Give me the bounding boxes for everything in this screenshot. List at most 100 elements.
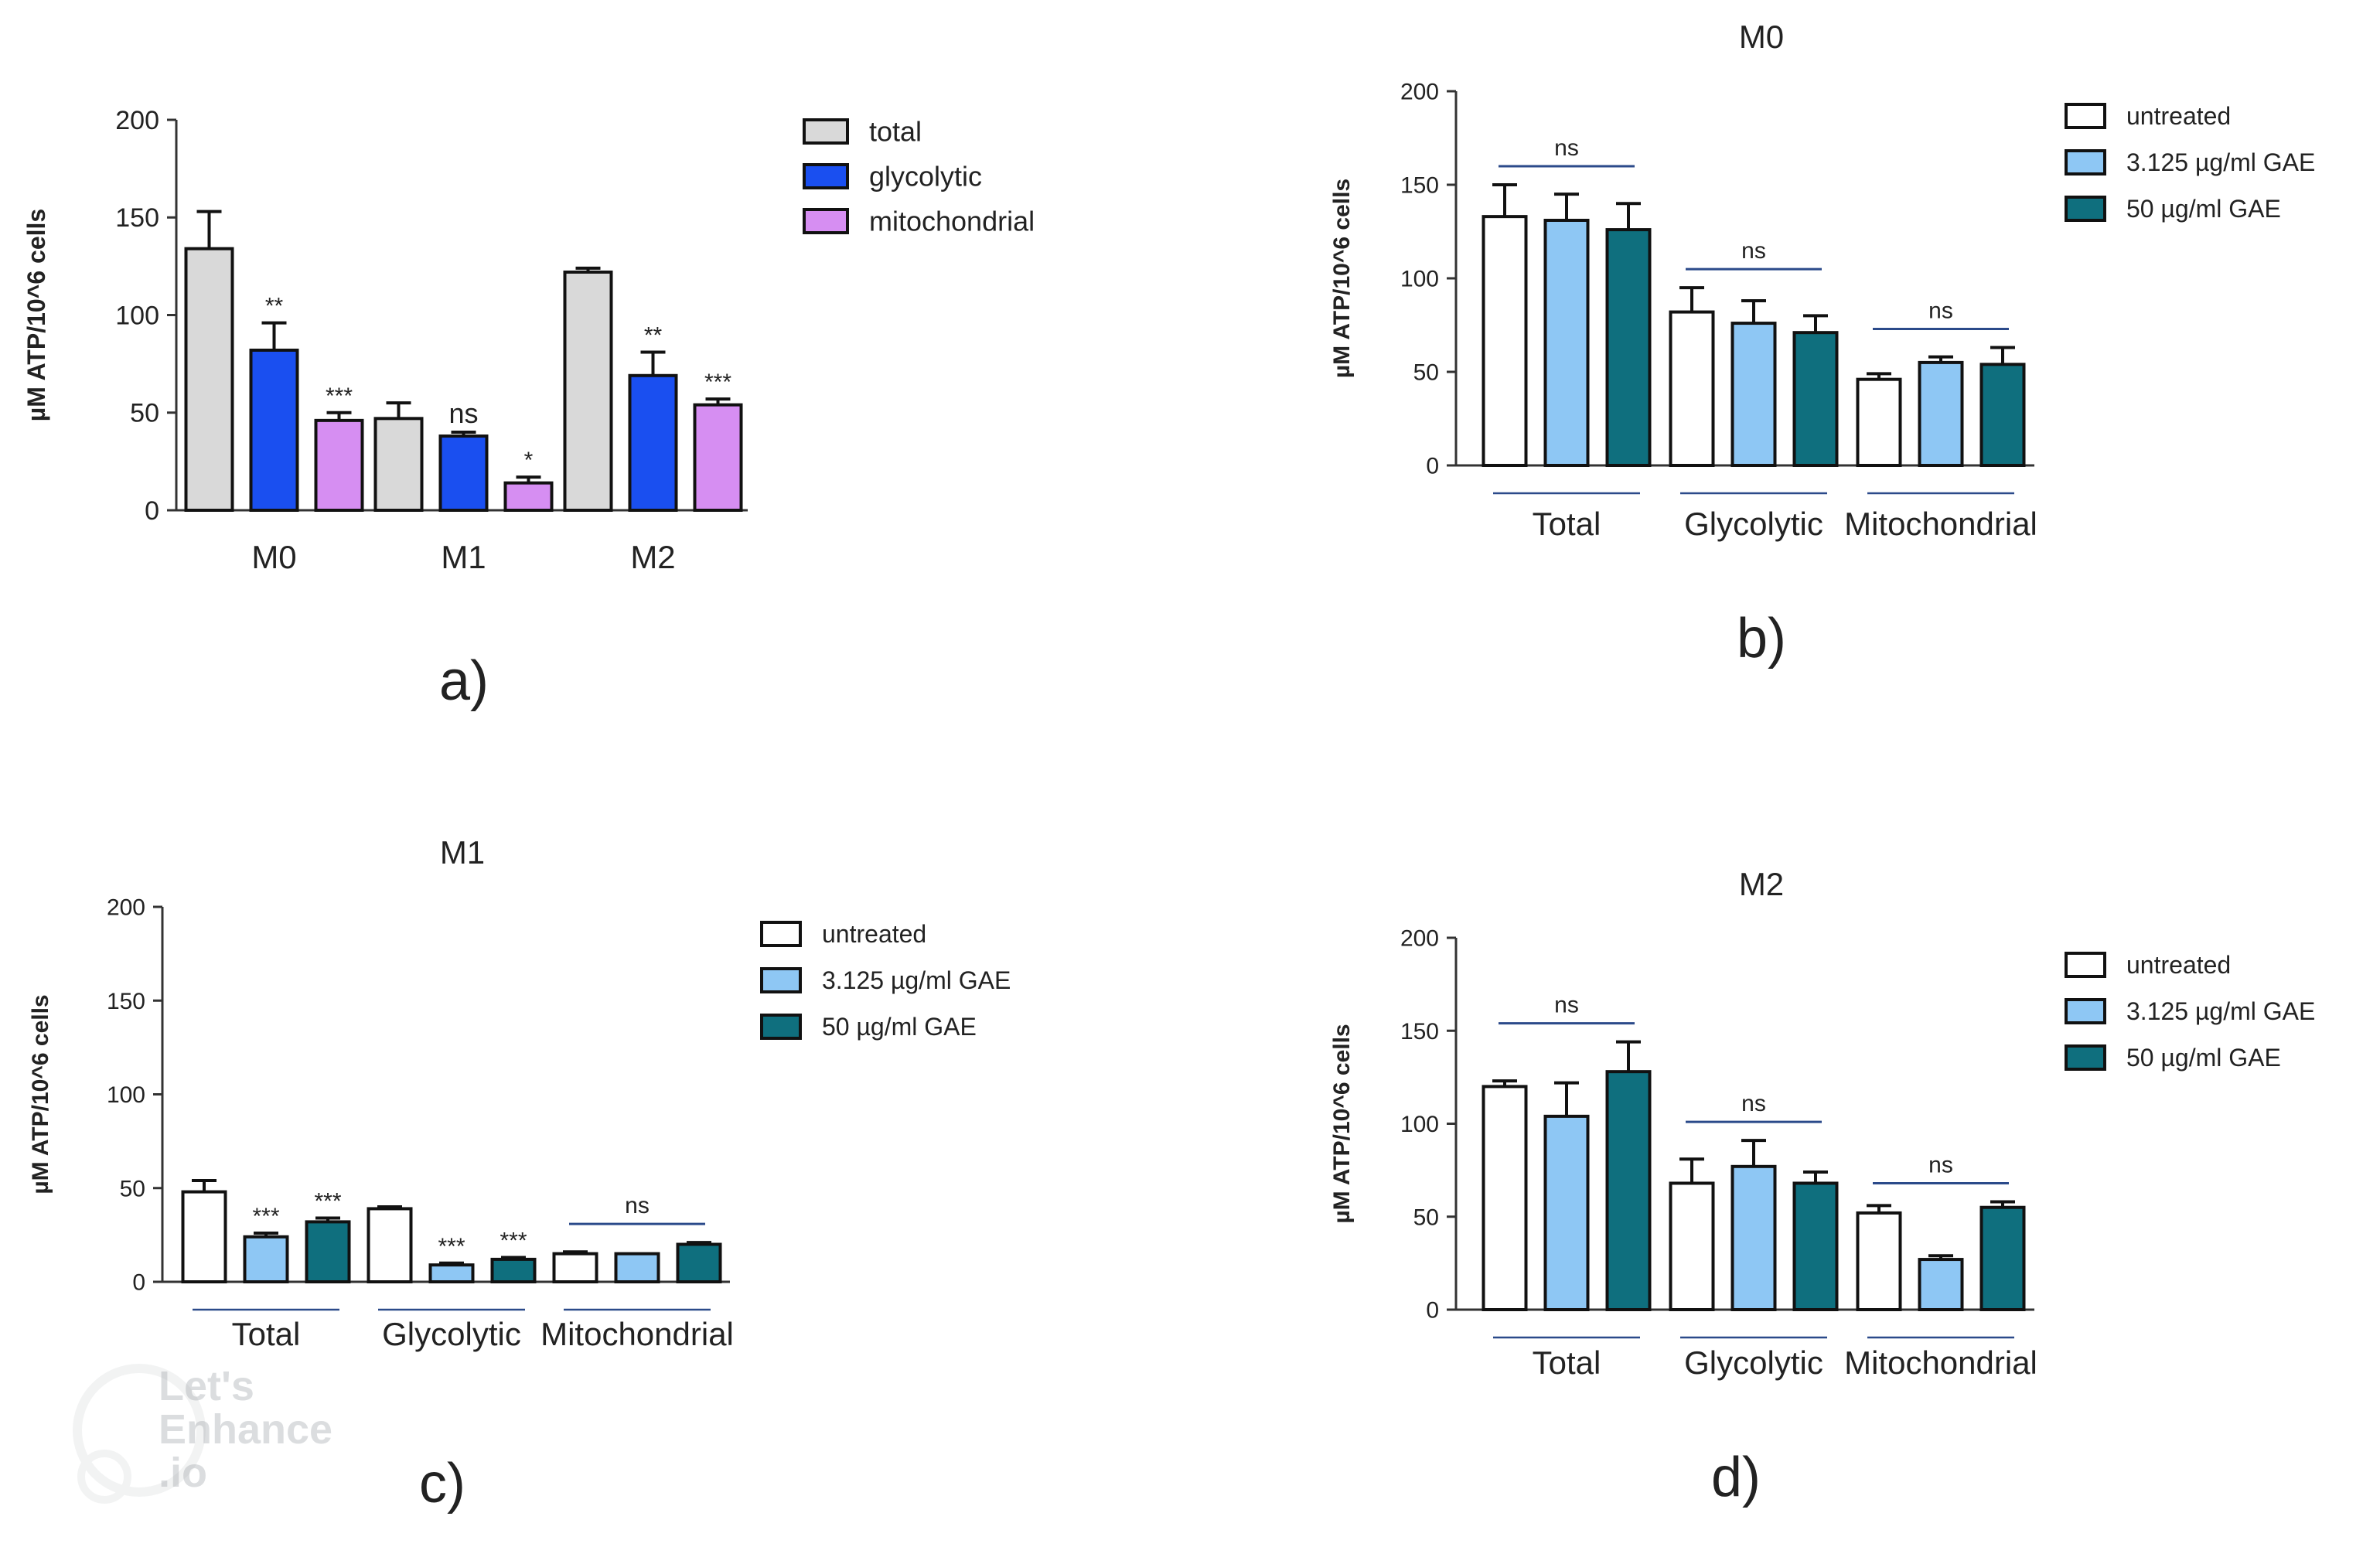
- legend: untreated 3.125 µg/ml GAE 50 µg/ml GAE: [2065, 951, 2315, 1072]
- legend-label: 50 µg/ml GAE: [822, 1013, 977, 1041]
- legend-label: untreated: [2126, 102, 2231, 130]
- bar: [373, 417, 424, 513]
- legend-label: glycolytic: [869, 161, 982, 193]
- significance-label: ns: [448, 397, 478, 429]
- legend-swatch: [760, 921, 802, 947]
- significance-label: ***: [500, 1228, 527, 1253]
- bar: [1730, 322, 1777, 467]
- bar: [243, 1235, 289, 1284]
- watermark-text: Let's Enhance .io: [159, 1365, 332, 1494]
- x-tick-label: M1: [441, 539, 486, 575]
- y-tick-label: 0: [145, 496, 159, 526]
- bar: [1918, 360, 1964, 467]
- legend-swatch: [2065, 103, 2106, 129]
- y-tick-label: 150: [1400, 173, 1439, 199]
- x-tick-label: Glycolytic: [1684, 1344, 1823, 1381]
- significance-label: **: [265, 294, 284, 319]
- bar: [428, 1263, 475, 1284]
- bar: [693, 403, 743, 513]
- x-tick-label: Mitochondrial: [1844, 506, 2037, 542]
- y-tick-label: 150: [115, 203, 159, 233]
- y-tick-label: 200: [1400, 80, 1439, 105]
- y-axis-label: µM ATP/10^6 cells: [1329, 179, 1355, 378]
- significance-label: ***: [252, 1204, 279, 1229]
- legend-label: untreated: [822, 920, 926, 948]
- bar: [1543, 218, 1590, 467]
- y-tick-label: 200: [115, 106, 159, 135]
- group-annotation: ns: [625, 1193, 650, 1218]
- chart-panel-c: 0 50 100 150 200 µM ATP/10^6 cells *** *** Total…: [28, 834, 1011, 1515]
- legend-swatch: [803, 163, 849, 189]
- legend-label: 3.125 µg/ml GAE: [2126, 148, 2315, 176]
- group-annotation: ns: [1554, 993, 1579, 1018]
- bar: [438, 434, 489, 512]
- legend-swatch: [803, 118, 849, 145]
- bar: [1979, 363, 2026, 467]
- significance-label: ***: [326, 383, 353, 409]
- group-annotation: ns: [1928, 298, 1953, 324]
- bar: [367, 1207, 413, 1284]
- watermark-line: .io: [159, 1450, 207, 1496]
- legend: untreated 3.125 µg/ml GAE 50 µg/ml GAE: [2065, 102, 2315, 223]
- bar: [503, 481, 554, 513]
- chart-panel-d: 0 50 100 150 200 µM ATP/10^6 cells Total ns Glyc…: [1329, 866, 2315, 1508]
- bar: [676, 1242, 722, 1283]
- legend-swatch: [760, 967, 802, 993]
- bar: [1730, 1164, 1777, 1311]
- legend-label: 3.125 µg/ml GAE: [822, 966, 1011, 994]
- bar: [1792, 331, 1839, 467]
- x-tick-label: Glycolytic: [382, 1316, 521, 1352]
- bar: [305, 1220, 351, 1284]
- chart-title: M1: [440, 834, 485, 871]
- y-tick-label: 50: [1413, 1205, 1439, 1230]
- x-tick-label: Mitochondrial: [1844, 1344, 2037, 1381]
- group-annotation: ns: [1928, 1153, 1953, 1178]
- panel-label: a): [439, 650, 489, 712]
- bar: [614, 1252, 660, 1283]
- x-tick-label: Glycolytic: [1684, 506, 1823, 542]
- y-tick-label: 200: [1400, 926, 1439, 952]
- legend-label: mitochondrial: [869, 206, 1035, 237]
- bar: [314, 418, 364, 512]
- group-annotation: ns: [1741, 1091, 1766, 1116]
- watermark-line: Enhance: [159, 1406, 333, 1453]
- group-annotation: ns: [1554, 135, 1579, 161]
- panel-label: c): [419, 1453, 465, 1515]
- bar: [249, 348, 299, 513]
- chart-panel-b: 0 50 100 150 200 µM ATP/10^6 cells Total ns Glyc…: [1329, 19, 2315, 670]
- legend-swatch: [2065, 998, 2106, 1024]
- legend-swatch: [2065, 1044, 2106, 1071]
- y-tick-label: 0: [1426, 454, 1439, 479]
- bar: [1669, 310, 1715, 467]
- bar: [184, 247, 234, 512]
- y-axis-label: µM ATP/10^6 cells: [1329, 1024, 1355, 1223]
- bar: [1605, 228, 1652, 467]
- bar: [490, 1257, 537, 1284]
- bar: [1918, 1258, 1964, 1311]
- significance-label: ***: [438, 1234, 465, 1259]
- bar: [1482, 1085, 1528, 1312]
- legend-label: 50 µg/ml GAE: [2126, 195, 2281, 223]
- legend-swatch: [760, 1014, 802, 1040]
- panel-label: d): [1711, 1446, 1761, 1508]
- y-tick-label: 100: [115, 301, 159, 330]
- bar: [1543, 1114, 1590, 1311]
- x-tick-label: Total: [232, 1316, 301, 1352]
- x-tick-label: M2: [630, 539, 675, 575]
- bar: [1856, 1211, 1902, 1311]
- legend-swatch: [2065, 196, 2106, 222]
- legend-label: total: [869, 116, 922, 148]
- y-tick-label: 50: [1413, 360, 1439, 386]
- significance-label: ***: [704, 370, 731, 395]
- significance-label: ***: [314, 1189, 341, 1215]
- y-tick-label: 50: [120, 1176, 145, 1201]
- watermark-logo-icon: [70, 1361, 472, 1515]
- bar: [1605, 1070, 1652, 1312]
- legend-label: 50 µg/ml GAE: [2126, 1044, 2281, 1072]
- bar: [1856, 377, 1902, 467]
- x-tick-label: Total: [1533, 1344, 1601, 1381]
- significance-label: **: [644, 322, 663, 348]
- y-axis-label: µM ATP/10^6 cells: [28, 994, 53, 1194]
- bar: [628, 373, 678, 512]
